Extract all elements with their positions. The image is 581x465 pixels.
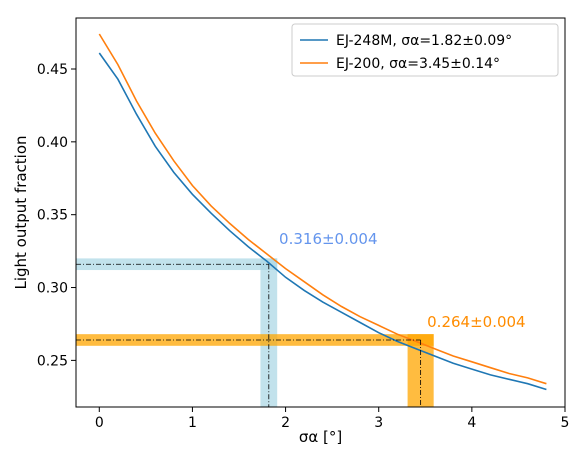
x-tick-label-2: 2 [281, 415, 290, 431]
guide-lines [76, 263, 422, 407]
y-tick-label-4: 0.45 [37, 62, 68, 78]
band-label-1: 0.264±0.004 [427, 313, 525, 331]
y-axis-ticks: 0.25 0.30 0.35 0.40 0.45 [37, 62, 76, 369]
x-axis-ticks: 0 1 2 3 4 5 [95, 407, 570, 431]
series-lines [98, 33, 547, 391]
legend-box [291, 23, 559, 77]
x-axis-label: σα [°] [299, 428, 342, 446]
y-tick-label-2: 0.35 [37, 208, 68, 224]
legend-entry-1: EJ-200, σα=3.45±0.14° [336, 56, 500, 72]
annotations: 0.316±0.004 0.264±0.004 [279, 230, 526, 331]
x-tick-label-0: 0 [95, 415, 104, 431]
x-tick-label-3: 3 [374, 415, 383, 431]
y-axis-label: Light output fraction [12, 135, 30, 289]
x-tick-label-1: 1 [188, 415, 197, 431]
y-tick-label-0: 0.25 [37, 353, 68, 369]
series-line-0 [98, 52, 547, 391]
band-label-0: 0.316±0.004 [279, 230, 377, 248]
legend-entry-0: EJ-248M, σα=1.82±0.09° [336, 33, 512, 49]
x-tick-label-4: 4 [467, 415, 476, 431]
y-tick-label-1: 0.30 [37, 281, 68, 297]
band-horizontal-1 [76, 334, 434, 346]
legend: EJ-248M, σα=1.82±0.09° EJ-200, σα=3.45±0.… [291, 23, 559, 77]
plot-frame [75, 17, 566, 408]
series-line-1 [98, 33, 547, 385]
band-vertical-0 [260, 258, 278, 407]
x-tick-label-5: 5 [561, 415, 570, 431]
y-tick-label-3: 0.40 [37, 135, 68, 151]
